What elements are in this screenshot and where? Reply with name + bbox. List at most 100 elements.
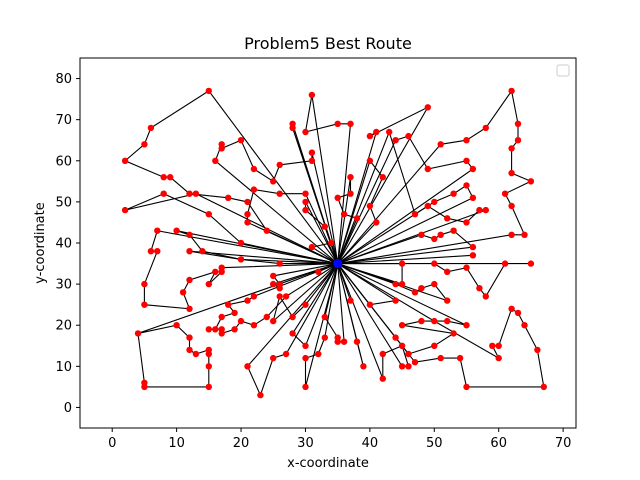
customer-point: [508, 169, 515, 177]
customer-point: [218, 330, 225, 337]
customer-point: [463, 264, 470, 271]
customer-points: [121, 87, 547, 399]
customer-point: [392, 137, 399, 144]
customer-point: [424, 202, 431, 210]
customer-point: [250, 322, 258, 329]
customer-point: [398, 322, 406, 329]
customer-point: [405, 132, 412, 140]
route-line: [246, 263, 339, 397]
customer-point: [237, 317, 245, 325]
customer-point: [514, 120, 522, 128]
customer-point: [508, 87, 515, 95]
depot-marker: [333, 259, 343, 269]
customer-point: [373, 219, 380, 226]
customer-point: [405, 350, 412, 358]
customer-point: [237, 239, 245, 247]
customer-point: [270, 354, 277, 362]
customer-point: [141, 379, 148, 386]
customer-point: [534, 346, 541, 354]
customer-point: [463, 219, 470, 226]
customer-point: [386, 128, 393, 136]
customer-point: [302, 383, 309, 391]
customer-point: [431, 198, 438, 206]
customer-point: [186, 334, 193, 341]
chart-title: Problem5 Best Route: [244, 34, 412, 53]
customer-point: [302, 301, 309, 308]
customer-point: [205, 211, 212, 218]
customer-point: [437, 141, 444, 148]
customer-point: [205, 383, 212, 391]
customer-point: [218, 145, 225, 152]
customer-point: [340, 338, 348, 345]
customer-point: [192, 190, 200, 197]
customer-point: [347, 174, 354, 181]
customer-point: [469, 252, 477, 259]
customer-point: [469, 243, 477, 251]
customer-point: [347, 120, 354, 128]
customer-point: [508, 231, 515, 238]
customer-point: [244, 219, 251, 226]
customer-point: [218, 313, 225, 321]
customer-point: [302, 198, 309, 206]
customer-point: [334, 120, 341, 128]
customer-point: [450, 227, 457, 234]
customer-point: [463, 383, 470, 391]
customer-point: [411, 211, 419, 218]
y-tick-label: 60: [55, 154, 72, 169]
customer-point: [340, 211, 348, 218]
customer-point: [321, 334, 328, 341]
customer-point: [444, 215, 451, 222]
customer-point: [282, 350, 290, 358]
customer-point: [347, 297, 354, 304]
customer-point: [527, 260, 535, 267]
customer-point: [508, 305, 515, 312]
customer-point: [308, 157, 316, 164]
y-tick-label: 70: [55, 113, 72, 128]
customer-point: [205, 87, 212, 95]
customer-point: [276, 161, 283, 169]
route-line: [304, 94, 352, 264]
customer-point: [205, 280, 212, 288]
customer-point: [392, 297, 399, 304]
route-line: [291, 263, 339, 347]
customer-point: [450, 330, 457, 337]
y-tick-label: 40: [55, 237, 72, 252]
customer-point: [192, 350, 200, 358]
customer-point: [244, 198, 251, 206]
x-tick-label: 50: [426, 436, 443, 451]
customer-point: [424, 165, 431, 173]
customer-point: [141, 301, 148, 308]
route-line: [272, 263, 339, 323]
customer-point: [482, 206, 489, 214]
customer-point: [328, 239, 335, 247]
customer-point: [501, 260, 509, 267]
customer-point: [508, 145, 515, 152]
customer-point: [225, 301, 232, 308]
y-tick-label: 20: [55, 319, 72, 334]
customer-point: [186, 346, 193, 354]
customer-point: [147, 248, 155, 255]
customer-point: [302, 206, 309, 214]
x-tick-label: 60: [490, 436, 507, 451]
customer-point: [431, 260, 438, 267]
customer-point: [444, 297, 451, 304]
customer-point: [495, 354, 502, 362]
customer-point: [508, 202, 515, 210]
x-tick-label: 0: [108, 436, 116, 451]
customer-point: [437, 231, 444, 238]
customer-point: [379, 350, 386, 358]
customer-point: [308, 243, 316, 251]
customer-point: [334, 338, 341, 345]
route-line: [337, 263, 364, 367]
customer-point: [469, 165, 477, 173]
customer-point: [373, 128, 380, 136]
customer-point: [321, 313, 328, 321]
customer-point: [154, 227, 161, 234]
x-tick-label: 10: [168, 436, 185, 451]
customer-point: [379, 174, 386, 181]
customer-point: [418, 231, 425, 238]
y-axis-ticks: 0 10 20 30 40 50 60 70 80: [55, 72, 80, 416]
customer-point: [270, 280, 277, 288]
customer-point: [270, 272, 277, 280]
customer-point: [134, 330, 142, 337]
